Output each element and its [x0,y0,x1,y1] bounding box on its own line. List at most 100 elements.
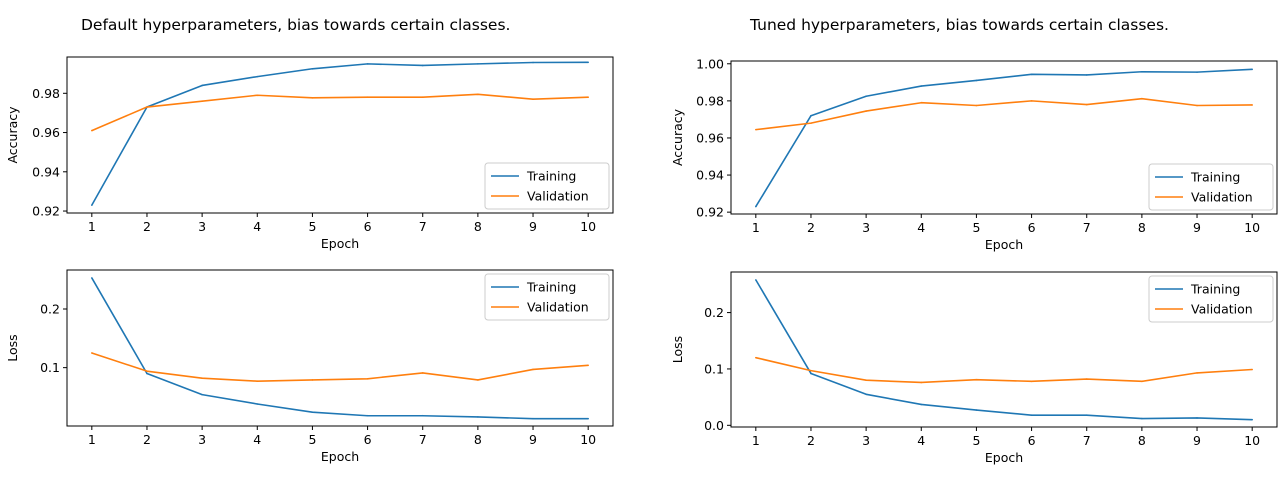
data-point-validation [1251,368,1253,371]
legend-label-training: Training [1190,170,1240,185]
data-point-validation [1141,97,1143,100]
data-point-validation [587,364,589,367]
data-point-validation [1030,380,1033,383]
data-point-validation [91,352,93,354]
series-line-validation [91,352,589,382]
data-point-training [1251,418,1253,421]
data-point-training [975,409,978,411]
data-point-validation [311,97,314,99]
legend-label-training: Training [526,169,576,184]
y-tick-label: 0.96 [696,130,724,145]
data-point-training [810,114,812,117]
data-point-validation [975,104,978,107]
data-point-validation [477,379,479,381]
data-point-training [311,67,314,70]
legend-box [1148,275,1274,323]
data-point-training [1251,68,1253,71]
data-point-training [920,403,923,406]
default-accuracy-chart: 1 2 3 4 5 6 7 8 9 10 0.92 0.94 0.96 0.98 Epoch Accuracy… [5,56,614,251]
legend-label-validation: Validation [527,300,589,315]
x-tick-label: 3 [198,219,206,234]
x-tick-label: 9 [1193,220,1201,235]
x-tick-label: 8 [474,219,482,234]
plot-frame [730,271,1278,428]
y-tick-label: 0.2 [40,302,60,317]
x-tick-label: 4 [917,433,925,448]
x-tick-label: 9 [529,219,537,234]
legend-box [1148,163,1274,211]
data-point-validation [532,368,534,371]
legend-box [484,273,610,321]
series-line-training [755,68,1253,207]
y-tick-label: 0.94 [32,164,60,179]
data-point-validation [755,356,757,359]
x-axis-label: Epoch [985,237,1023,252]
x-tick-label: 1 [752,220,760,235]
default-loss-chart: 1 2 3 4 5 6 7 8 9 10 0.1 0.2 Epoch Loss Training Valida… [5,269,614,464]
data-point-training [91,277,93,279]
data-point-training [1141,70,1143,73]
x-tick-label: 7 [1083,433,1091,448]
x-tick-label: 4 [917,220,925,235]
x-tick-label: 8 [1138,433,1146,448]
data-point-training [146,372,148,375]
y-axis-label: Loss [670,336,685,363]
x-tick-label: 4 [253,432,261,447]
y-tick-label: 0.0 [704,418,724,433]
y-tick-label: 0.98 [696,93,724,108]
legend-box [484,162,610,210]
data-point-validation [865,379,867,382]
data-point-training [1030,414,1033,416]
legend-label-validation: Validation [1191,190,1253,205]
data-point-training [366,414,369,417]
y-tick-label: 0.2 [704,305,724,320]
x-tick-label: 6 [364,219,372,234]
left-panel-title: Default hyperparameters, bias towards ce… [81,16,511,34]
data-point-training [421,64,424,67]
data-point-training [1085,74,1088,76]
data-point-validation [366,377,369,380]
data-point-training [201,84,203,87]
x-tick-label: 5 [308,219,316,234]
y-axis-label: Loss [5,334,20,361]
x-tick-label: 8 [1138,220,1146,235]
data-point-validation [532,98,534,100]
data-point-validation [1085,103,1088,106]
data-point-training [1196,71,1198,73]
data-point-training [1141,417,1143,420]
x-tick-label: 3 [198,432,206,447]
data-point-training [865,95,867,98]
plot-frame [66,56,614,214]
data-point-validation [366,96,369,99]
y-tick-label: 0.96 [32,125,60,140]
data-point-validation [201,377,203,380]
x-tick-label: 7 [419,219,427,234]
legend-label-validation: Validation [1191,302,1253,317]
data-point-validation [975,378,978,381]
x-axis-label: Epoch [321,449,359,464]
data-point-training [532,61,534,64]
data-point-training [920,85,923,87]
x-tick-label: 4 [253,219,261,234]
x-tick-label: 2 [807,433,815,448]
data-point-validation [421,96,424,99]
series-line-training [91,61,589,206]
data-point-training [421,414,424,417]
x-tick-label: 2 [143,432,151,447]
series-line-validation [755,97,1253,131]
data-point-training [366,63,369,65]
y-axis-label: Accuracy [5,106,20,164]
x-tick-label: 2 [143,219,151,234]
data-point-validation [256,380,259,382]
x-tick-label: 8 [474,432,482,447]
legend-label-training: Training [526,280,576,295]
data-point-training [532,417,534,420]
legend-label-validation: Validation [527,189,589,204]
y-tick-label: 0.98 [32,86,60,101]
data-point-validation [1141,380,1143,383]
tuned-loss-chart: 1 2 3 4 5 6 7 8 9 10 0.0 0.1 0.2 Epoch Loss Training Val… [670,271,1278,465]
y-tick-label: 1.00 [696,56,724,71]
x-tick-label: 1 [88,432,96,447]
data-point-validation [1030,100,1033,102]
